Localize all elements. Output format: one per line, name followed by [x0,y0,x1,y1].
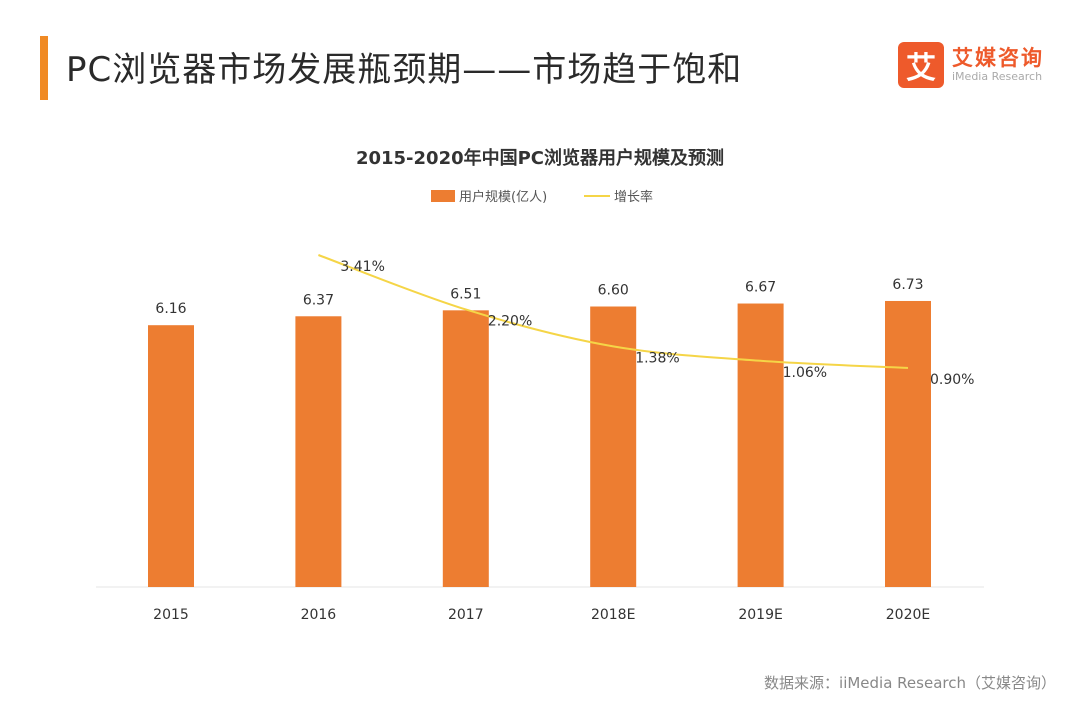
growth-rate-labels: 3.41% 2.20% 1.38% 1.06% 0.90% [340,259,974,388]
bar-value-labels: 6.16 6.37 6.51 6.60 6.67 6.73 [155,277,923,317]
legend-bar-label: 用户规模(亿人) [459,189,547,205]
bar-2016 [295,316,342,587]
growth-label-2017: 2.20% [488,313,532,329]
logo-name-en: iMedia Research [952,70,1043,83]
growth-label-2019E: 1.06% [783,365,827,381]
bar-2017 [442,310,489,587]
bar-2019E [737,303,784,587]
logo-text: 艾媒咨询 iMedia Research [952,46,1044,84]
bar-2018E [590,306,637,587]
growth-rate-series [318,254,909,369]
legend-bar-swatch [431,190,455,202]
title-accent-bar [40,36,48,100]
growth-label-2020E: 0.90% [930,372,974,388]
bar-series [148,300,931,587]
growth-rate-line [318,254,909,369]
x-tick-2015: 2015 [153,607,189,623]
bar-label-2016: 6.37 [303,292,334,308]
x-axis-tick-labels: 2015 2016 2017 2018E 2019E 2020E [153,607,930,623]
growth-label-2018E: 1.38% [635,350,679,366]
imedia-logo: 艾 艾媒咨询 iMedia Research [898,42,1044,88]
bar-2015 [148,325,194,587]
bar-label-2015: 6.16 [155,301,186,317]
growth-label-2016: 3.41% [340,259,384,275]
bar-2020E [885,300,931,587]
x-tick-2016: 2016 [301,607,337,623]
bar-label-2019E: 6.67 [745,280,776,296]
page-title: PC浏览器市场发展瓶颈期——市场趋于饱和 [66,50,743,90]
logo-name-cn: 艾媒咨询 [952,46,1044,70]
bar-label-2018E: 6.60 [598,283,629,299]
chart-legend: 用户规模(亿人) 增长率 [431,189,653,205]
legend-line-label: 增长率 [614,189,653,205]
x-tick-2019E: 2019E [738,607,782,623]
bar-label-2020E: 6.73 [892,277,923,293]
logo-mark-icon: 艾 [898,42,944,88]
chart-title: 2015-2020年中国PC浏览器用户规模及预测 [356,147,724,169]
x-tick-2018E: 2018E [591,607,635,623]
x-tick-2017: 2017 [448,607,484,623]
bar-label-2017: 6.51 [450,286,481,302]
data-source-note: 数据来源：iiMedia Research（艾媒咨询） [764,674,1056,692]
x-tick-2020E: 2020E [886,607,930,623]
